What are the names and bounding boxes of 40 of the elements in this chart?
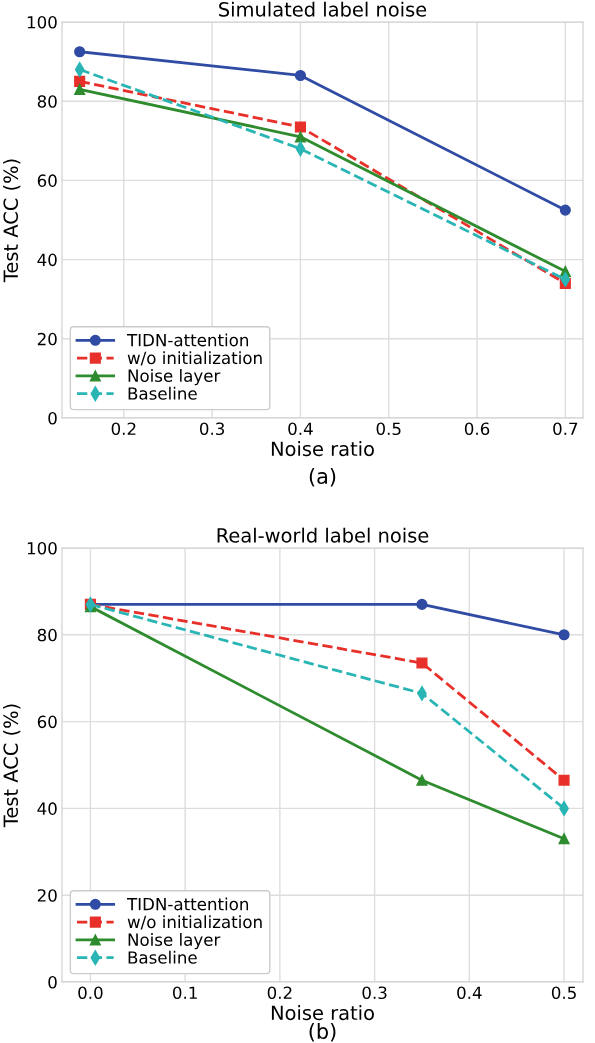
chart-title: Real-world label noise bbox=[217, 527, 429, 543]
x-tick-label: 0.5 bbox=[376, 422, 401, 436]
chart-title: Simulated label noise bbox=[219, 1, 427, 17]
legend-label: Baseline bbox=[128, 950, 197, 964]
legend-label: TIDN-attention bbox=[126, 897, 249, 911]
x-tick-label: 0.6 bbox=[464, 422, 490, 436]
legend-label: Baseline bbox=[128, 386, 197, 400]
text: (b) bbox=[309, 1022, 336, 1042]
y-tick-label: 100 bbox=[27, 541, 57, 555]
y-axis-title: Test ACC (%) bbox=[3, 159, 21, 283]
y-tick-label: 0 bbox=[48, 975, 57, 989]
x-tick-label: 0.4 bbox=[457, 986, 482, 1000]
legend-label: w/o initialization bbox=[127, 915, 262, 930]
x-tick-label: 0.3 bbox=[362, 986, 387, 1000]
legend-label: TIDN-attention bbox=[126, 333, 249, 347]
x-axis-title: Noise ratio bbox=[271, 1005, 374, 1021]
legend-label: Noise layer bbox=[128, 369, 221, 386]
y-tick-label: 20 bbox=[37, 332, 57, 346]
text: (a) bbox=[309, 467, 336, 487]
x-tick-label: 0.1 bbox=[172, 986, 197, 1000]
x-tick-label: 0.2 bbox=[111, 422, 136, 436]
y-tick-label: 20 bbox=[37, 889, 57, 902]
y-tick-label: 40 bbox=[37, 802, 57, 815]
y-tick-label: 100 bbox=[27, 15, 57, 29]
x-axis-title: Noise ratio bbox=[271, 441, 374, 457]
y-tick-label: 80 bbox=[37, 95, 57, 108]
legend-label: w/o initialization bbox=[127, 351, 262, 366]
x-tick-label: 0.7 bbox=[553, 422, 578, 436]
y-axis-title: Test ACC (%) bbox=[3, 704, 21, 828]
y-tick-label: 40 bbox=[37, 253, 57, 267]
x-tick-label: 0.4 bbox=[288, 422, 313, 436]
x-tick-label: 0.2 bbox=[267, 986, 292, 1000]
x-tick-label: 0.3 bbox=[199, 422, 225, 436]
x-tick-label: 0.0 bbox=[78, 986, 103, 1000]
legend-label: Noise layer bbox=[128, 933, 221, 950]
x-tick-label: 0.5 bbox=[551, 986, 576, 1000]
y-tick-label: 60 bbox=[37, 715, 57, 729]
y-tick-label: 0 bbox=[48, 411, 57, 425]
y-tick-label: 60 bbox=[37, 174, 57, 187]
y-tick-label: 80 bbox=[37, 628, 57, 642]
